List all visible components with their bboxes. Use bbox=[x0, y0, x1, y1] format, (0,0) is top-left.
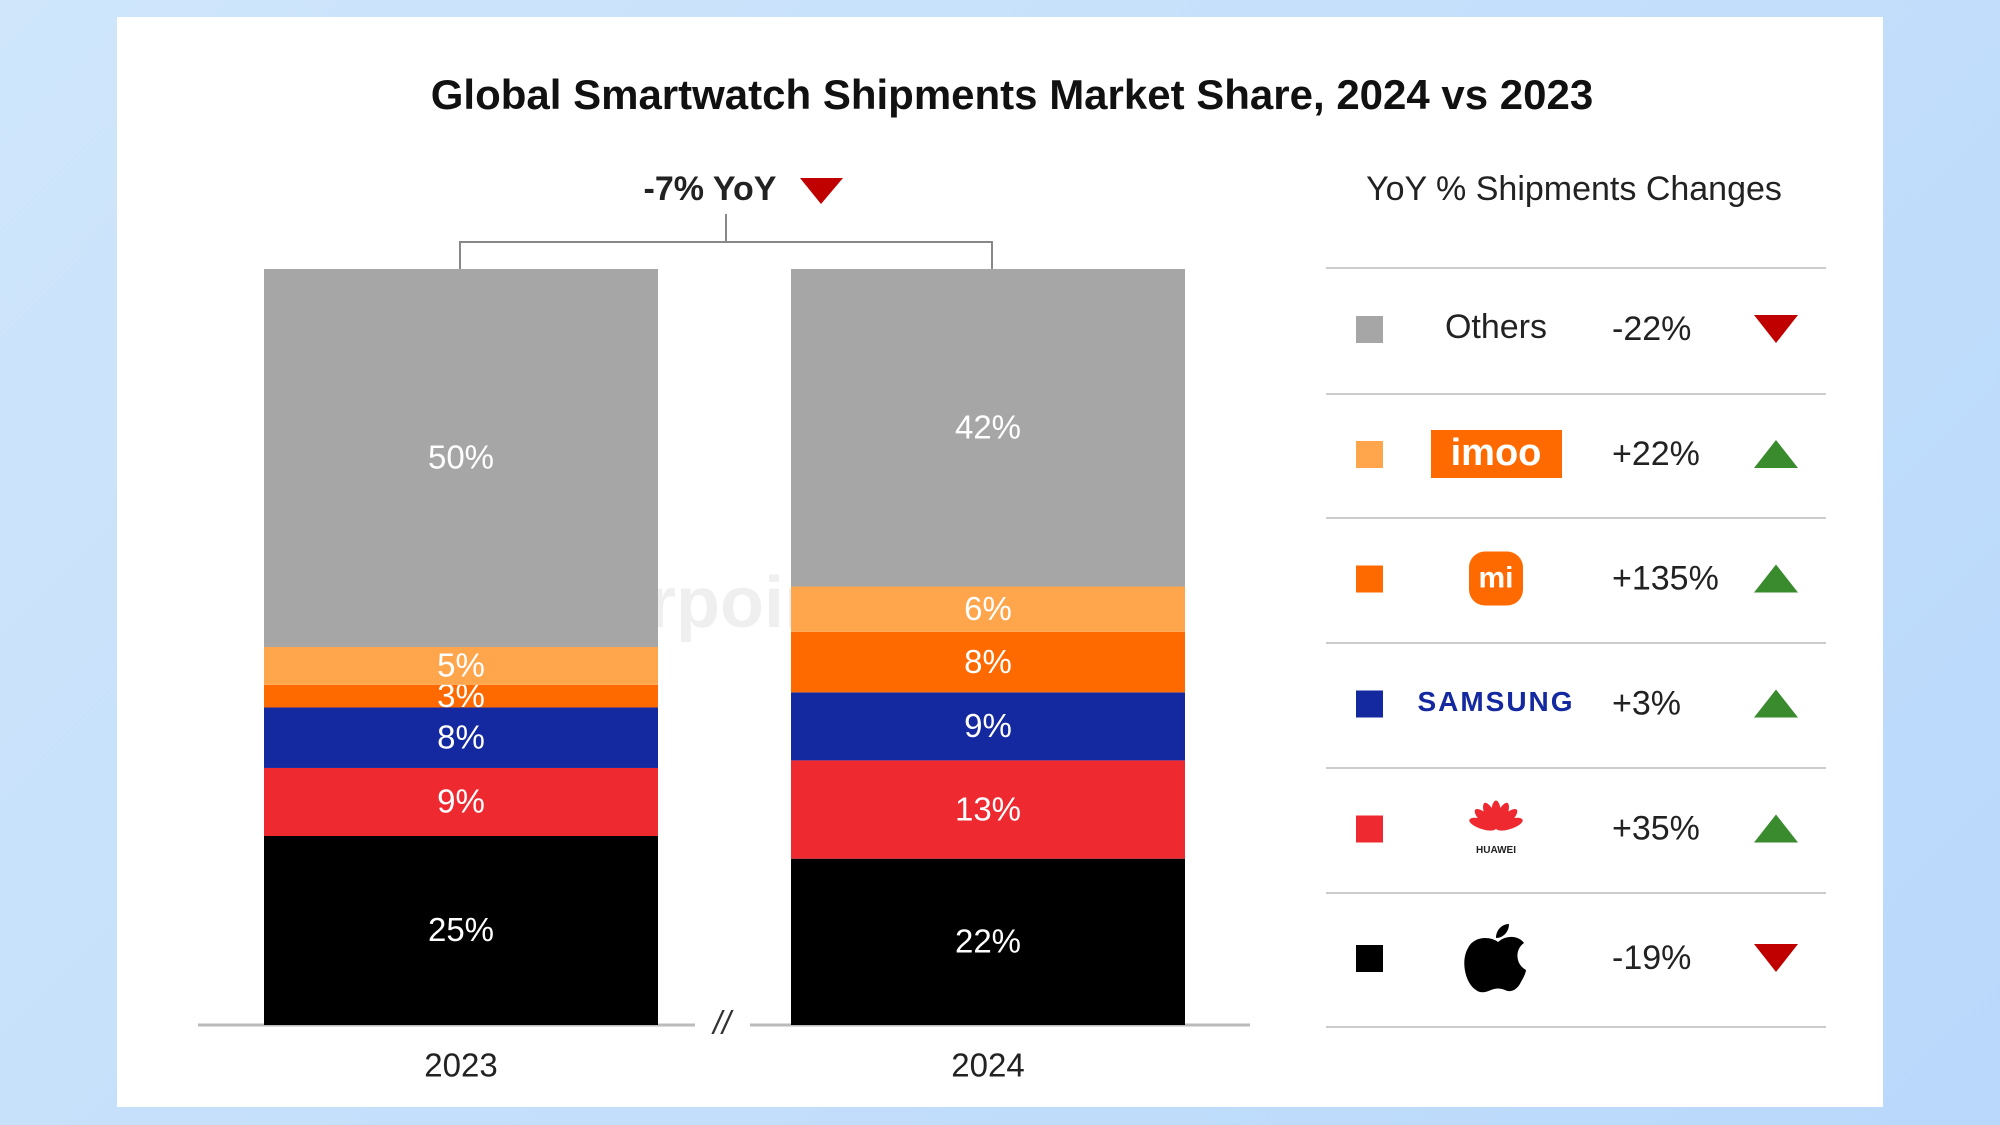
value-label: 25% bbox=[428, 911, 494, 948]
value-label: 13% bbox=[955, 790, 1021, 827]
yoy-label: +35% bbox=[1612, 809, 1700, 847]
yoy-arrow bbox=[1754, 315, 1798, 343]
value-label: 42% bbox=[955, 408, 1021, 445]
value-label: 50% bbox=[428, 439, 494, 476]
legend-swatch bbox=[1356, 316, 1383, 343]
value-label: 9% bbox=[437, 783, 485, 820]
bar-segment bbox=[264, 707, 658, 768]
yoy-arrow bbox=[1754, 440, 1798, 468]
value-label: 5% bbox=[437, 647, 485, 684]
legend-swatch bbox=[1356, 441, 1383, 468]
legend-label: HUAWEI bbox=[1476, 845, 1516, 856]
bar-segment bbox=[264, 767, 658, 836]
yoy-label: +135% bbox=[1612, 559, 1719, 597]
legend-row: Others -22% bbox=[1356, 308, 1798, 348]
logo-mi bbox=[1469, 551, 1523, 606]
yoy-arrow bbox=[1754, 689, 1798, 718]
bar-segment bbox=[791, 269, 1185, 587]
yoy-label: +22% bbox=[1612, 435, 1700, 473]
bar-segment bbox=[264, 684, 658, 708]
bracket bbox=[459, 214, 993, 269]
value-label: 9% bbox=[964, 707, 1012, 744]
legend-label: mi bbox=[1478, 561, 1513, 594]
legend-row: mi +135% bbox=[1356, 551, 1798, 606]
bar-segment bbox=[264, 647, 658, 685]
legend-swatch bbox=[1356, 565, 1383, 593]
logo-imoo bbox=[1431, 430, 1562, 478]
value-label: 8% bbox=[437, 718, 485, 755]
legend-label: SAMSUNG bbox=[1417, 686, 1574, 717]
yoy-arrow bbox=[1754, 814, 1798, 843]
value-label: 8% bbox=[964, 643, 1012, 680]
bar-segment bbox=[791, 586, 1185, 632]
yoy-arrow bbox=[1754, 564, 1798, 593]
legend-swatch bbox=[1356, 815, 1383, 843]
bar-segment bbox=[791, 692, 1185, 761]
bar-segment bbox=[791, 858, 1185, 1025]
logo-apple bbox=[1464, 924, 1526, 993]
legend-swatch bbox=[1356, 690, 1383, 718]
bar-segment bbox=[264, 836, 658, 1025]
legend-title: YoY % Shipments Changes bbox=[1366, 170, 1782, 208]
bar-segment bbox=[791, 760, 1185, 859]
bar-segment bbox=[791, 631, 1185, 693]
x-tick-label: 2024 bbox=[951, 1047, 1024, 1084]
axis-break: // bbox=[711, 1004, 734, 1040]
bar-segment bbox=[264, 269, 658, 647]
legend-label: imoo bbox=[1451, 432, 1542, 474]
legend-row: HUAWEI +35% bbox=[1356, 800, 1798, 856]
yoy-label: -22% bbox=[1612, 310, 1691, 348]
logo-petal bbox=[1495, 817, 1523, 831]
chart-title: Global Smartwatch Shipments Market Share… bbox=[431, 71, 1594, 118]
legend-swatch bbox=[1356, 945, 1383, 972]
yoy-label: +3% bbox=[1612, 684, 1681, 722]
legend-row: SAMSUNG +3% bbox=[1356, 684, 1798, 722]
yoy-label: -19% bbox=[1612, 939, 1691, 977]
annotation-arrow bbox=[800, 178, 843, 204]
x-tick-label: 2023 bbox=[424, 1047, 497, 1084]
legend-row: imoo +22% bbox=[1356, 430, 1798, 478]
legend-label: Others bbox=[1445, 308, 1547, 346]
value-label: 22% bbox=[955, 923, 1021, 960]
yoy-arrow bbox=[1754, 944, 1798, 972]
value-label: 6% bbox=[964, 590, 1012, 627]
annotation: -7% YoY bbox=[644, 170, 777, 208]
legend-row: -19% bbox=[1356, 924, 1798, 993]
